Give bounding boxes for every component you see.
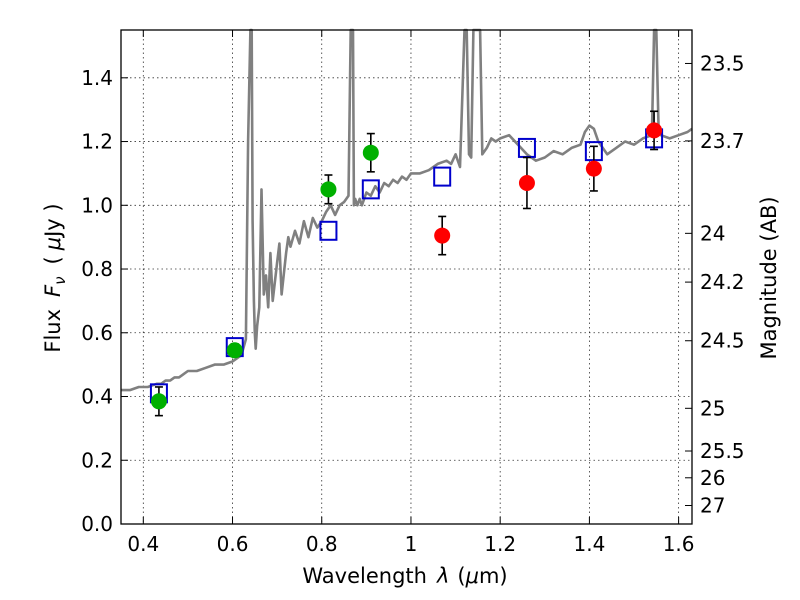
model-point [319, 220, 338, 241]
x-tick-label: 0.4 [127, 532, 159, 556]
x-axis: 0.4 0.6 0.8 1 1.2 1.4 1.6 [127, 30, 695, 556]
y2-axis: 23.5 23.7 24 24.2 24.5 25 25.5 26 27 [685, 51, 745, 518]
y-axis: 0.0 0.2 0.4 0.6 0.8 1.0 1.2 1.4 [81, 66, 128, 536]
x-tick-label: 1.2 [484, 532, 516, 556]
y2-axis-label: Magnitude (AB) [757, 196, 781, 359]
data-point [150, 393, 167, 410]
data-point [320, 181, 337, 198]
grid [121, 30, 692, 525]
y-axis-label-unit-rest: Jy ) [41, 203, 65, 239]
y2-tick-label: 23.5 [700, 51, 745, 75]
y2-tick-label: 25 [700, 396, 725, 420]
data-point [646, 122, 663, 139]
x-tick-label: 1 [405, 532, 418, 556]
model-point [361, 179, 380, 200]
x-tick-label: 1.6 [663, 532, 695, 556]
x-axis-label-unit-symbol: μ [465, 564, 479, 588]
y-tick-label: 1.4 [81, 66, 113, 90]
y-axis-label-subscript: ν [51, 276, 69, 284]
spectrum-series [121, 28, 693, 392]
x-tick-label: 0.6 [217, 532, 249, 556]
y-tick-label: 1.0 [81, 193, 113, 217]
data-point [434, 227, 451, 244]
data-point [362, 144, 379, 161]
x-axis-label-text: Wavelength [302, 564, 427, 588]
y2-tick-label: 23.7 [700, 129, 745, 153]
data-point [518, 174, 535, 191]
y-axis-label: Flux Fν ( μJy ) [41, 203, 69, 352]
y2-tick-label: 26 [700, 466, 725, 490]
x-tick-label: 1.4 [573, 532, 605, 556]
x-axis-label-unit-open: ( [457, 564, 465, 588]
x-tick-label: 0.8 [306, 532, 338, 556]
plot-frame [120, 29, 693, 525]
y-axis-label-unit-symbol: μ [41, 237, 65, 251]
model-point [433, 166, 452, 187]
marker-layer [149, 110, 664, 417]
y-axis-label-symbol: F [41, 284, 65, 297]
data-point [226, 342, 243, 359]
y-axis-label-unit-open: ( [41, 256, 65, 264]
y-tick-label: 1.2 [81, 130, 113, 154]
spectrum-line [121, 28, 693, 392]
x-axis-label-unit-rest: m) [479, 564, 508, 588]
y-tick-label: 0.2 [81, 448, 113, 472]
x-axis-label: Wavelength λ (μm) [302, 564, 507, 588]
x-axis-label-symbol: λ [436, 564, 449, 588]
y2-tick-label: 24 [700, 221, 725, 245]
y-tick-label: 0.6 [81, 321, 113, 345]
data-point [585, 160, 602, 177]
y2-tick-label: 24.5 [700, 329, 745, 353]
y2-tick-label: 25.5 [700, 439, 745, 463]
y-tick-label: 0.4 [81, 385, 113, 409]
y-axis-label-text: Flux [41, 309, 65, 353]
y2-tick-label: 27 [700, 494, 725, 518]
y-tick-label: 0.8 [81, 257, 113, 281]
y-tick-label: 0.0 [81, 512, 113, 536]
y2-tick-label: 24.2 [700, 270, 745, 294]
